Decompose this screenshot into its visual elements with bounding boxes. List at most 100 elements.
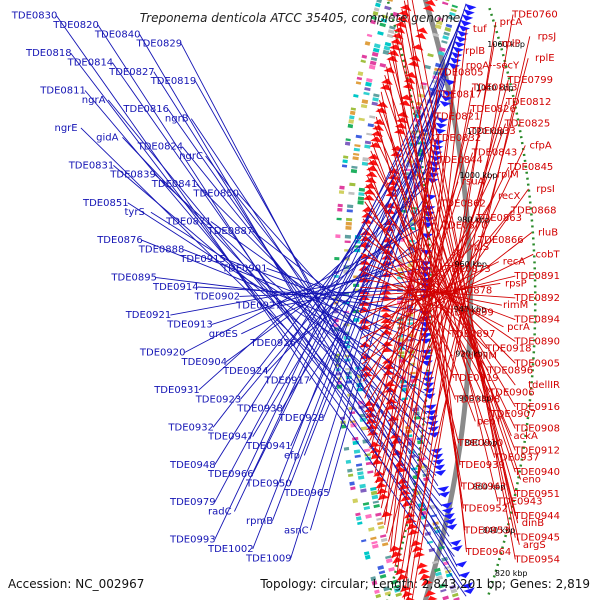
right-gene-label[interactable]: TDE0951: [513, 489, 560, 500]
left-gene-label[interactable]: TDE0932: [167, 422, 214, 433]
left-gene-label[interactable]: TDE0913: [166, 319, 213, 330]
right-gene-label[interactable]: TDE0910: [457, 438, 504, 449]
right-gene-label[interactable]: TDE0953: [463, 525, 510, 536]
right-gene-label[interactable]: rsuA: [462, 177, 485, 188]
left-gene-label[interactable]: TDE0917: [264, 376, 311, 387]
left-gene-label[interactable]: TDE0830: [11, 11, 58, 22]
right-gene-label[interactable]: recX: [498, 191, 521, 202]
left-gene-label[interactable]: TDE0850: [192, 188, 239, 199]
left-gene-label[interactable]: TDE0895: [110, 273, 157, 284]
left-gene-label[interactable]: TDE0938: [236, 404, 283, 415]
left-gene-label[interactable]: TDE0814: [67, 58, 114, 69]
left-gene-label[interactable]: TDE0924: [222, 366, 269, 377]
left-gene-label[interactable]: TDE0829: [136, 39, 183, 50]
left-gene-label[interactable]: ngrE: [55, 123, 78, 134]
left-gene-label[interactable]: TDE0901: [221, 263, 268, 274]
right-gene-label[interactable]: TDE0905: [513, 358, 560, 369]
left-gene-label[interactable]: TDE0993: [169, 535, 216, 546]
right-gene-label[interactable]: TDE0866: [477, 235, 524, 246]
right-gene-label[interactable]: rplE: [535, 53, 555, 64]
right-gene-label[interactable]: TDE0943: [496, 496, 543, 507]
right-gene-label[interactable]: TDE0892: [513, 293, 560, 304]
left-gene-label[interactable]: TDE0871: [165, 217, 212, 228]
left-gene-label[interactable]: TDE0840: [94, 29, 141, 40]
left-gene-label[interactable]: TDE0948: [169, 460, 216, 471]
right-gene-label[interactable]: TDE0817: [435, 90, 482, 101]
right-gene-label[interactable]: pcrA: [507, 322, 530, 333]
right-gene-label[interactable]: rimM: [503, 300, 528, 311]
left-gene-label[interactable]: efp: [284, 450, 300, 461]
right-gene-label[interactable]: TDE0878: [446, 286, 493, 297]
left-gene-label[interactable]: TDE0827: [108, 67, 155, 78]
left-gene-label[interactable]: TDE0950: [245, 479, 292, 490]
left-gene-label[interactable]: TDE0819: [150, 76, 197, 87]
right-gene-label[interactable]: TDE0954: [513, 554, 560, 565]
right-gene-label[interactable]: TDE0940: [513, 467, 560, 478]
left-gene-label[interactable]: TDE0818: [25, 48, 72, 59]
right-gene-label[interactable]: pepT: [477, 416, 503, 427]
right-gene-label[interactable]: TDE0944: [513, 511, 560, 522]
left-gene-label[interactable]: TDE0926: [249, 338, 296, 349]
right-gene-label[interactable]: TDE0825: [504, 119, 551, 130]
left-gene-label[interactable]: TDE0931: [153, 385, 200, 396]
right-gene-label[interactable]: TDE0845: [507, 162, 554, 173]
right-gene-label[interactable]: TDE0899: [447, 307, 494, 318]
right-gene-label[interactable]: TDE0918: [485, 344, 532, 355]
left-gene-label[interactable]: TDE0928: [278, 413, 325, 424]
right-gene-label[interactable]: TDE0891: [513, 271, 560, 282]
right-gene-label[interactable]: TDE0844: [436, 155, 483, 166]
right-gene-label[interactable]: TDE0942: [460, 482, 507, 493]
left-gene-label[interactable]: TDE0914: [152, 282, 199, 293]
right-gene-label[interactable]: rplS: [470, 242, 490, 253]
left-gene-label[interactable]: TDE0921: [125, 310, 172, 321]
right-gene-label[interactable]: TDE0862: [439, 199, 486, 210]
right-gene-label[interactable]: recA: [503, 257, 526, 268]
right-gene-label[interactable]: TDE0916: [513, 402, 560, 413]
right-gene-label[interactable]: cfpA: [529, 140, 551, 151]
right-gene-label[interactable]: TDE0937: [493, 453, 540, 464]
right-gene-label[interactable]: argS: [523, 540, 546, 551]
left-gene-label[interactable]: TDE0820: [52, 20, 99, 31]
right-gene-label[interactable]: TDE0821: [434, 111, 481, 122]
right-gene-label[interactable]: dinB: [522, 518, 544, 529]
right-gene-label[interactable]: rluB: [538, 228, 558, 239]
right-gene-label[interactable]: rpoA--secY: [466, 61, 520, 72]
right-gene-label[interactable]: TDE0868: [510, 206, 557, 217]
left-gene-label[interactable]: TDE0965: [283, 488, 330, 499]
left-gene-label[interactable]: TDE0876: [96, 235, 143, 246]
right-gene-label[interactable]: TDE0812: [505, 97, 552, 108]
left-gene-label[interactable]: TDE0824: [137, 142, 184, 153]
left-gene-label[interactable]: TDE0839: [109, 170, 156, 181]
right-gene-label[interactable]: TDE0832: [435, 133, 482, 144]
right-gene-label[interactable]: TDE0894: [513, 315, 560, 326]
left-gene-label[interactable]: radC: [208, 507, 232, 518]
left-gene-label[interactable]: TDE1002: [207, 544, 254, 555]
right-gene-label[interactable]: tdellIM: [463, 351, 497, 362]
right-gene-label[interactable]: TDE0912: [513, 445, 560, 456]
right-gene-label[interactable]: rplM: [497, 169, 519, 180]
left-gene-label[interactable]: TDE0851: [82, 198, 129, 209]
left-gene-label[interactable]: ngrC: [179, 151, 203, 162]
left-gene-label[interactable]: TDE0966: [207, 469, 254, 480]
right-gene-label[interactable]: TDE0919: [452, 373, 499, 384]
right-gene-label[interactable]: TDE0843: [471, 148, 518, 159]
left-gene-label[interactable]: TDE0920: [139, 348, 186, 359]
right-gene-label[interactable]: TDE0939: [458, 460, 505, 471]
left-gene-label[interactable]: groES: [209, 329, 238, 340]
right-gene-label[interactable]: rpsI: [536, 184, 555, 195]
left-gene-label[interactable]: TDE1009: [245, 553, 292, 564]
left-gene-label[interactable]: TDE0947: [207, 432, 254, 443]
right-gene-label[interactable]: tuf: [473, 24, 487, 35]
right-gene-label[interactable]: TDE0952: [462, 504, 509, 515]
left-gene-label[interactable]: TDE0888: [138, 245, 185, 256]
left-gene-label[interactable]: TDE0811: [39, 86, 86, 97]
right-gene-label[interactable]: eno: [522, 475, 541, 486]
right-gene-label[interactable]: TDE0760: [511, 10, 558, 21]
right-gene-label[interactable]: ackA: [514, 431, 538, 442]
left-gene-label[interactable]: TDE0923: [195, 394, 242, 405]
right-gene-label[interactable]: cobT: [536, 249, 561, 260]
left-gene-label[interactable]: TDE0979: [169, 497, 216, 508]
left-gene-label[interactable]: TDE0902: [194, 291, 241, 302]
right-gene-label[interactable]: tdellIR: [528, 380, 560, 391]
left-gene-label[interactable]: TDE0927: [235, 301, 282, 312]
